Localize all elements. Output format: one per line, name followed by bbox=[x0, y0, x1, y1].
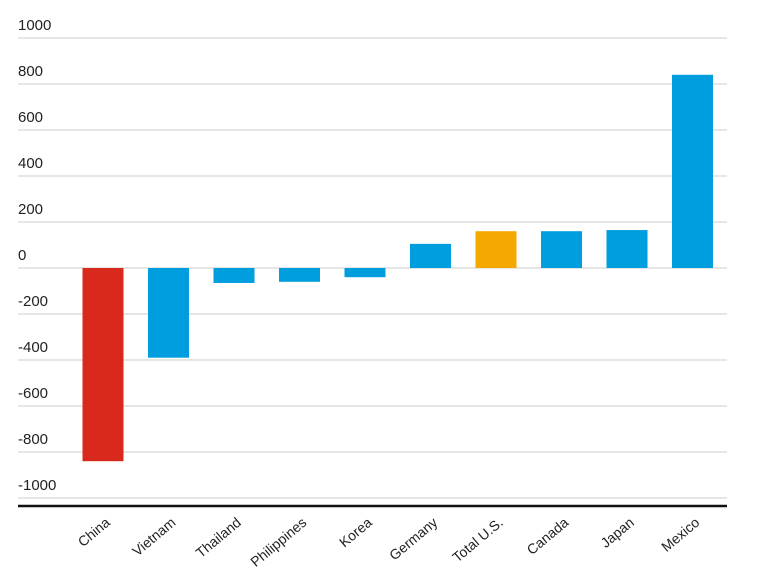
y-tick-label: 200 bbox=[18, 201, 43, 218]
x-axis-category-labels: China Vietnam Thailand Philippines Korea Germ… bbox=[75, 514, 703, 570]
y-tick-label: 400 bbox=[18, 155, 43, 172]
x-category-label: Thailand bbox=[193, 514, 244, 561]
x-category-label: Korea bbox=[336, 514, 375, 550]
bar-korea bbox=[344, 268, 386, 278]
bar-total-u-s bbox=[475, 231, 517, 268]
x-category-label: Canada bbox=[524, 514, 572, 558]
y-tick-label: 600 bbox=[18, 109, 43, 126]
y-tick-label: -600 bbox=[18, 385, 48, 402]
bar-vietnam bbox=[148, 268, 189, 358]
bar-philippines bbox=[279, 268, 320, 282]
bar-mexico bbox=[672, 74, 713, 268]
x-category-label: Japan bbox=[597, 514, 637, 551]
y-tick-label: -400 bbox=[18, 339, 48, 356]
y-tick-label: -1000 bbox=[18, 477, 56, 494]
x-category-label: Vietnam bbox=[129, 514, 178, 559]
bars bbox=[82, 74, 713, 462]
y-tick-label: -200 bbox=[18, 293, 48, 310]
x-category-label: China bbox=[75, 514, 113, 550]
y-tick-label: 1000 bbox=[18, 17, 51, 34]
y-axis-tick-labels: 1000 800 600 400 200 0 -200 -400 -600 -800 -1000 bbox=[18, 17, 56, 494]
bar-germany bbox=[410, 243, 451, 268]
x-category-label: Germany bbox=[386, 514, 440, 563]
bar-japan bbox=[606, 230, 648, 268]
bar-china bbox=[82, 268, 124, 462]
y-tick-label: 800 bbox=[18, 63, 43, 80]
x-category-label: Mexico bbox=[658, 514, 702, 555]
x-category-label: Total U.S. bbox=[449, 514, 506, 565]
y-tick-label: -800 bbox=[18, 431, 48, 448]
y-tick-label: 0 bbox=[18, 247, 26, 264]
x-category-label: Philippines bbox=[247, 514, 309, 570]
bar-thailand bbox=[213, 268, 255, 283]
bar-canada bbox=[541, 231, 582, 268]
